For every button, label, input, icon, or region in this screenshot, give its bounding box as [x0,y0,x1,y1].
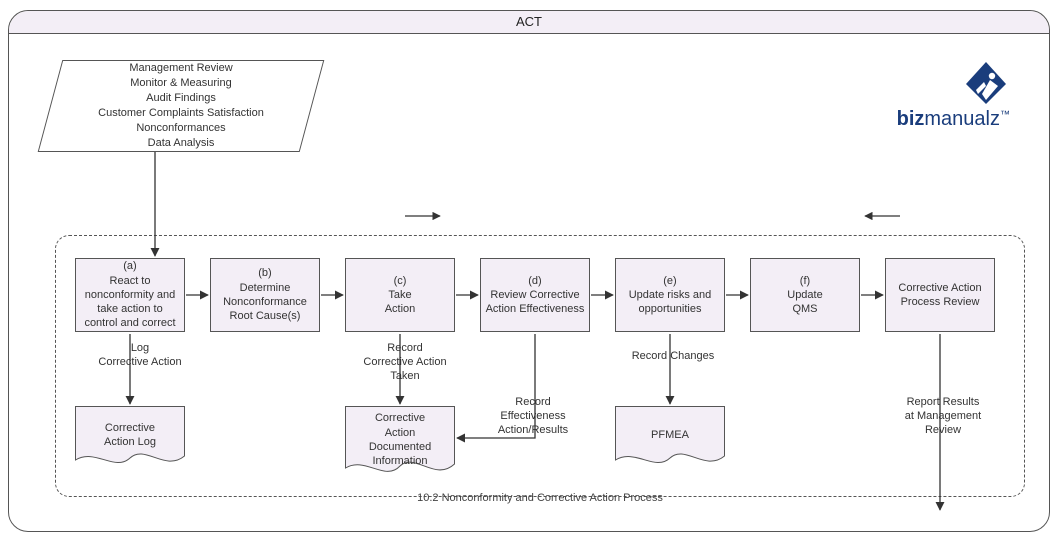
inputs-parallelogram: Management ReviewMonitor & MeasuringAudi… [38,60,325,152]
doc-info: CorrectiveActionDocumentedInformation [345,406,455,480]
doc-pfmea: PFMEA [615,406,725,470]
step-e: (e)Update risks and opportunities [615,258,725,332]
diagram-stage: ACT bizmanualz™ Management ReviewMonitor… [0,0,1060,542]
logo-text: bizmanualz™ [897,108,1010,131]
logo-icon [962,60,1010,108]
doc-log: CorrectiveAction Log [75,406,185,470]
edge-label-d-down: RecordEffectivenessAction/Results [483,396,583,437]
logo-word-bold: biz [897,108,925,130]
step-f: (f)UpdateQMS [750,258,860,332]
edge-label-e-down: Record Changes [618,350,728,364]
step-c: (c)TakeAction [345,258,455,332]
process-frame-title: 10.2 Nonconformity and Corrective Action… [56,492,1024,504]
step-b: (b)Determine Nonconformance Root Cause(s… [210,258,320,332]
inputs-text: Management ReviewMonitor & MeasuringAudi… [51,61,311,151]
logo-tm: ™ [1000,109,1010,120]
logo-word-rest: manualz [924,108,1000,130]
frame-title: ACT [9,11,1049,34]
edge-label-g-down: Report Resultsat ManagementReview [888,396,998,437]
edge-label-c-down: RecordCorrective ActionTaken [355,342,455,383]
step-d: (d)Review Corrective Action Effectivenes… [480,258,590,332]
step-g: Corrective Action Process Review [885,258,995,332]
edge-label-a-down: LogCorrective Action [95,342,185,370]
logo: bizmanualz™ [897,60,1010,131]
step-a: (a)React to nonconformity and take actio… [75,258,185,332]
